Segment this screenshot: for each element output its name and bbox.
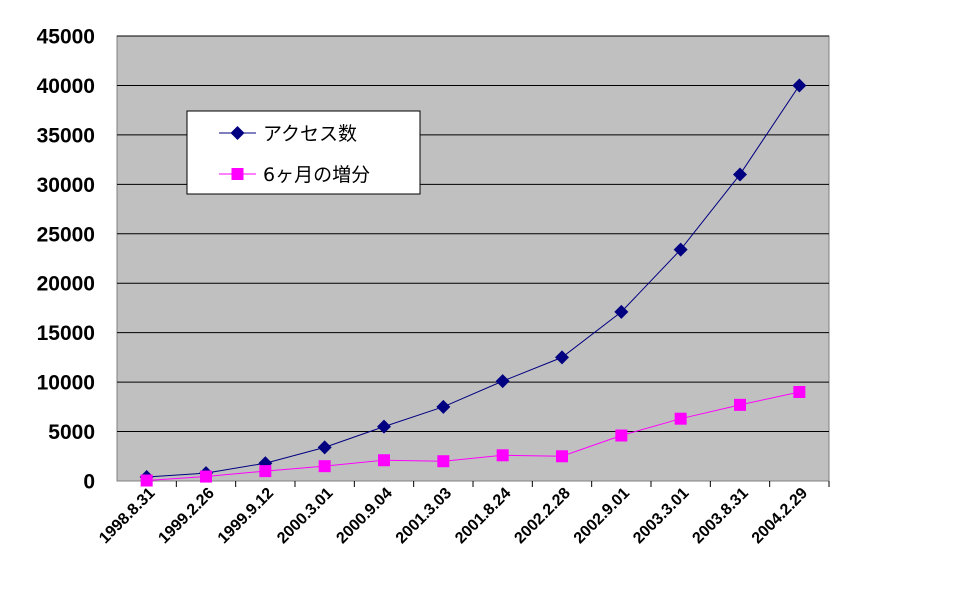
y-axis-ticks: 0 5000 10000 15000 20000 25000 30000 35000 40000… bbox=[37, 26, 95, 494]
data-point-diamond bbox=[436, 399, 451, 414]
data-point-square bbox=[200, 470, 212, 483]
data-point-square bbox=[259, 465, 272, 478]
series-layer bbox=[139, 78, 807, 487]
x-tick-label: 2001.8.24 bbox=[452, 485, 514, 547]
data-point-diamond bbox=[495, 374, 510, 389]
y-tick-label: 0 bbox=[83, 471, 95, 494]
y-tick-label: 20000 bbox=[37, 273, 95, 296]
legend-diamond-marker bbox=[230, 126, 245, 140]
x-tick-label: 1999.2.26 bbox=[155, 485, 217, 547]
legend: アクセス数 6ヶ月の増分 bbox=[186, 110, 421, 195]
data-point-square bbox=[734, 398, 746, 411]
plot-area bbox=[116, 35, 830, 482]
data-point-diamond bbox=[377, 419, 391, 434]
x-tick-label: 1999.9.12 bbox=[215, 485, 277, 547]
data-point-square bbox=[318, 460, 331, 473]
data-point-square bbox=[793, 386, 806, 398]
y-tick-label: 5000 bbox=[48, 421, 95, 444]
legend-label-series-2: 6ヶ月の増分 bbox=[263, 164, 370, 186]
x-tick-label: 2003.8.31 bbox=[689, 485, 751, 547]
y-tick-label: 35000 bbox=[37, 124, 95, 147]
data-point-square bbox=[674, 412, 687, 425]
x-tick-label: 2000.9.04 bbox=[333, 485, 395, 547]
data-point-square bbox=[496, 449, 509, 462]
x-tick-label: 2002.9.01 bbox=[571, 485, 633, 547]
y-tick-label: 40000 bbox=[37, 75, 95, 98]
data-point-diamond bbox=[555, 350, 569, 365]
y-tick-label: 15000 bbox=[37, 322, 95, 345]
data-point-square bbox=[437, 455, 450, 468]
data-point-square bbox=[615, 429, 628, 442]
data-point-diamond bbox=[614, 304, 629, 319]
x-tick-label: 2004.2.29 bbox=[749, 485, 811, 547]
legend-box bbox=[186, 110, 421, 195]
series-line-2 bbox=[146, 391, 800, 482]
x-tick-label: 2003.3.01 bbox=[630, 485, 692, 547]
data-point-diamond bbox=[733, 167, 747, 182]
x-tick-label: 2000.3.01 bbox=[274, 485, 336, 547]
data-point-diamond bbox=[673, 242, 688, 257]
legend-square-marker bbox=[231, 168, 244, 180]
series-line-1 bbox=[146, 85, 800, 478]
x-axis-ticks: 1998.8.311999.2.261999.9.122000.3.012000… bbox=[96, 481, 830, 547]
y-tick-label: 25000 bbox=[37, 223, 95, 246]
y-tick-label: 30000 bbox=[37, 174, 95, 197]
data-point-square bbox=[378, 454, 390, 467]
legend-label-series-1: アクセス数 bbox=[263, 123, 357, 145]
data-point-square bbox=[556, 450, 568, 463]
y-tick-label: 45000 bbox=[37, 26, 95, 49]
data-point-diamond bbox=[317, 440, 332, 455]
data-point-square bbox=[140, 474, 153, 487]
data-point-diamond bbox=[792, 78, 807, 93]
x-tick-label: 2002.2.28 bbox=[511, 485, 573, 547]
y-tick-label: 10000 bbox=[37, 372, 95, 395]
x-tick-label: 2001.3.03 bbox=[393, 485, 455, 547]
x-tick-label: 1998.8.31 bbox=[96, 485, 158, 547]
